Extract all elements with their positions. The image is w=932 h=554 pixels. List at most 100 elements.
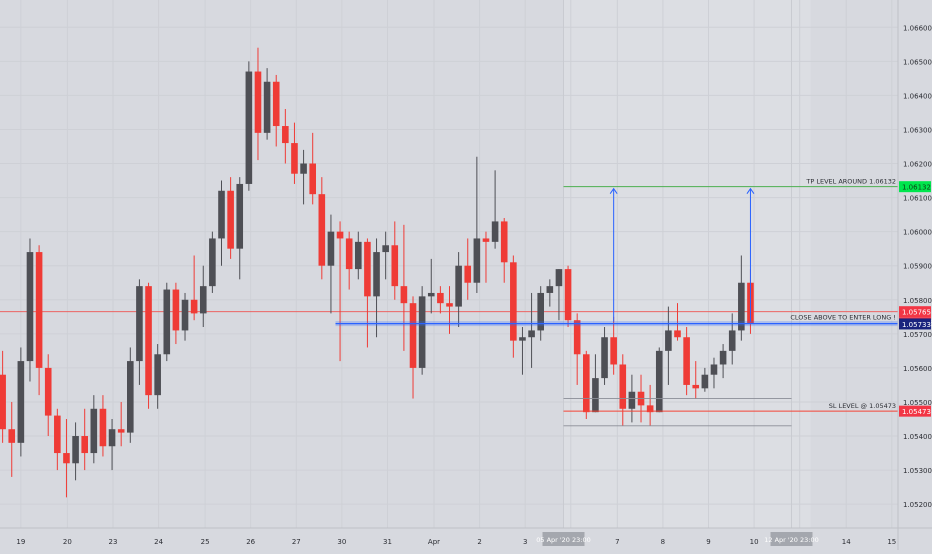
candle xyxy=(190,255,198,321)
y-tick-label: 1.05600 xyxy=(903,365,932,373)
candle-body xyxy=(364,241,371,297)
candle-body xyxy=(72,436,79,464)
candle-body xyxy=(409,303,417,368)
candle-body xyxy=(665,330,672,351)
candle-body xyxy=(491,221,499,242)
x-tick-label: 26 xyxy=(246,538,255,546)
x-tick-label: Apr xyxy=(428,538,440,546)
candle xyxy=(300,149,307,205)
candle-body xyxy=(90,408,98,454)
candle xyxy=(510,255,517,358)
candle xyxy=(738,255,745,341)
candle xyxy=(336,221,344,362)
candle-body xyxy=(573,320,581,355)
candle-body xyxy=(583,354,590,413)
candle-body xyxy=(373,252,380,297)
candle xyxy=(537,286,544,341)
x-tick-label: 7 xyxy=(615,538,619,546)
candle-body xyxy=(0,374,6,430)
x-tick-label: 14 xyxy=(842,538,851,546)
candle-body xyxy=(26,252,34,362)
candle xyxy=(263,68,271,140)
candles xyxy=(0,47,754,498)
candle xyxy=(81,408,88,471)
sl-price-tag-bg xyxy=(899,405,931,417)
x-tick-label: 31 xyxy=(383,538,392,546)
candle-body xyxy=(692,384,700,389)
candle xyxy=(391,221,399,300)
candle-body xyxy=(446,303,453,307)
candle-body xyxy=(710,364,718,375)
y-tick-label: 1.05700 xyxy=(903,331,932,339)
candle xyxy=(172,282,180,345)
candle-body xyxy=(646,405,654,413)
candle-body xyxy=(44,367,52,416)
candle-body xyxy=(519,337,526,341)
candle-body xyxy=(327,231,335,266)
candle xyxy=(564,265,572,328)
candle-body xyxy=(437,292,444,304)
candle-body xyxy=(418,296,426,368)
candle xyxy=(719,344,727,379)
candle-body xyxy=(500,221,508,263)
y-tick-label: 1.06000 xyxy=(903,229,932,237)
candle-body xyxy=(300,163,307,174)
candle-body xyxy=(272,81,280,127)
candle xyxy=(610,316,617,375)
y-tick-label: 1.06200 xyxy=(903,161,932,169)
candle xyxy=(646,384,654,426)
candle-body xyxy=(236,183,244,249)
candle-body xyxy=(427,292,435,297)
candle xyxy=(491,170,499,249)
candle-body xyxy=(291,143,298,174)
candle xyxy=(555,269,563,321)
y-tick-label: 1.06600 xyxy=(903,24,932,32)
x-tick-label: 30 xyxy=(337,538,346,546)
candle xyxy=(728,313,736,365)
candle xyxy=(473,156,481,293)
candle xyxy=(54,408,61,471)
candle-body xyxy=(391,245,399,287)
candle-body xyxy=(117,429,125,433)
y-tick-label: 1.05800 xyxy=(903,297,932,305)
candle-body xyxy=(345,238,353,270)
candle-body xyxy=(382,245,389,253)
candle-body xyxy=(181,299,189,331)
cursor-date-label: 05 Apr '20 23:00 xyxy=(536,536,591,544)
candle xyxy=(655,347,663,413)
candle-body xyxy=(455,265,462,307)
candle-body xyxy=(8,429,16,443)
candle xyxy=(44,354,52,437)
candle xyxy=(163,282,171,362)
candle-body xyxy=(619,364,627,409)
candle-body xyxy=(537,292,544,331)
candle-body xyxy=(154,354,161,396)
candle xyxy=(418,286,426,375)
candle xyxy=(601,327,608,385)
candle xyxy=(17,347,25,457)
candle-body xyxy=(473,238,481,283)
y-tick-label: 1.05500 xyxy=(903,399,932,407)
current-price-tag-bg xyxy=(899,306,931,318)
candle xyxy=(291,122,298,184)
x-tick-label: 2 xyxy=(477,538,481,546)
cursor-date-bg xyxy=(542,532,585,546)
candle xyxy=(437,286,444,314)
candle xyxy=(72,422,79,481)
candle-body xyxy=(482,238,490,242)
x-tick-label: 23 xyxy=(109,538,118,546)
candle xyxy=(464,238,472,300)
grid-lines xyxy=(570,0,801,528)
y-tick-label: 1.06100 xyxy=(903,195,932,203)
candle-body xyxy=(163,289,171,355)
candle xyxy=(35,245,43,396)
candle-body xyxy=(601,337,608,379)
y-tick-label: 1.06500 xyxy=(903,58,932,66)
candle xyxy=(136,279,143,385)
candle xyxy=(117,401,125,447)
candle xyxy=(227,177,234,259)
candle xyxy=(272,74,280,147)
candle-body xyxy=(81,436,88,454)
